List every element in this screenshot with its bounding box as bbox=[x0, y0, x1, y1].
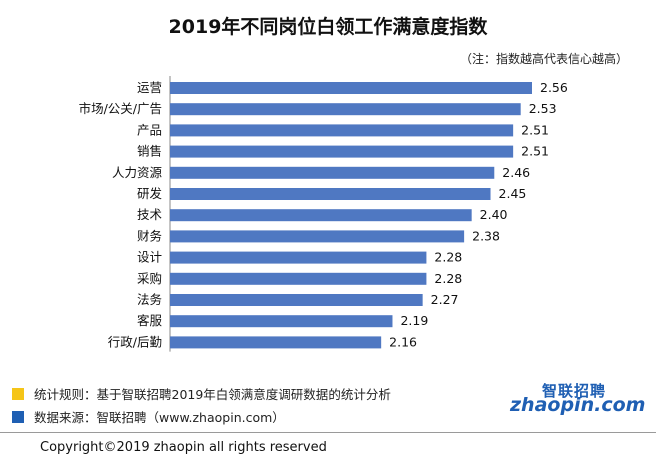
category-label: 研发 bbox=[137, 186, 163, 201]
category-label: 人力资源 bbox=[112, 165, 163, 180]
value-label: 2.27 bbox=[431, 292, 459, 307]
category-label: 设计 bbox=[137, 250, 162, 265]
value-label: 2.16 bbox=[389, 334, 417, 349]
bar bbox=[170, 251, 427, 264]
bar-chart: 运营 2.56 市场/公关/广告 2.53 产品 2.51 销售 2.51 人力资源 2.46 研发… bbox=[79, 76, 568, 352]
value-label: 2.56 bbox=[540, 80, 568, 95]
chart-title: 2019年不同岗位白领工作满意度指数 bbox=[168, 16, 488, 38]
category-label: 运营 bbox=[137, 80, 162, 95]
footer-divider bbox=[0, 432, 656, 433]
value-label: 2.51 bbox=[521, 122, 549, 137]
category-label: 产品 bbox=[137, 122, 162, 137]
bar bbox=[170, 209, 472, 222]
value-label: 2.45 bbox=[499, 186, 527, 201]
copyright-text: Copyright©2019 zhaopin all rights reserv… bbox=[40, 440, 327, 455]
category-label: 采购 bbox=[137, 271, 162, 286]
category-label: 行政/后勤 bbox=[108, 334, 162, 349]
value-label: 2.51 bbox=[521, 144, 549, 159]
bar bbox=[170, 230, 465, 243]
value-label: 2.19 bbox=[400, 313, 428, 328]
bar bbox=[170, 294, 423, 306]
bar bbox=[170, 188, 491, 200]
bar bbox=[170, 103, 521, 116]
category-label: 市场/公关/广告 bbox=[79, 101, 162, 116]
legend-source-swatch bbox=[12, 410, 24, 423]
legend-source: 数据来源：智联招聘（www.zhaopin.com） bbox=[12, 407, 285, 426]
legend-rule-swatch bbox=[12, 387, 24, 400]
logo-cn-text: 智联招聘 bbox=[542, 382, 607, 400]
category-label: 销售 bbox=[137, 144, 162, 159]
legend-rule-text: 统计规则：基于智联招聘2019年白领满意度调研数据的统计分析 bbox=[34, 387, 391, 402]
zhaopin-logo: 智联招聘 zhaopin.com bbox=[510, 380, 650, 430]
bar bbox=[170, 336, 382, 349]
bar bbox=[170, 145, 514, 158]
value-label: 2.28 bbox=[434, 271, 462, 286]
category-label: 客服 bbox=[137, 313, 163, 328]
value-label: 2.46 bbox=[502, 165, 530, 180]
bar bbox=[170, 82, 532, 94]
bar bbox=[170, 272, 427, 285]
value-label: 2.53 bbox=[529, 101, 557, 116]
logo-en-text: zhaopin.com bbox=[510, 394, 646, 416]
legend-rule: 统计规则：基于智联招聘2019年白领满意度调研数据的统计分析 bbox=[12, 384, 391, 403]
legend-source-text: 数据来源：智联招聘（www.zhaopin.com） bbox=[34, 410, 285, 425]
value-label: 2.28 bbox=[434, 250, 462, 265]
bar bbox=[170, 166, 495, 179]
category-label: 财务 bbox=[137, 228, 162, 243]
category-label: 法务 bbox=[137, 292, 162, 307]
chart-note: （注：指数越高代表信心越高） bbox=[459, 52, 628, 66]
value-label: 2.40 bbox=[480, 207, 508, 222]
bar bbox=[170, 124, 514, 137]
value-label: 2.38 bbox=[472, 228, 500, 243]
bar bbox=[170, 315, 393, 328]
category-label: 技术 bbox=[137, 207, 163, 222]
